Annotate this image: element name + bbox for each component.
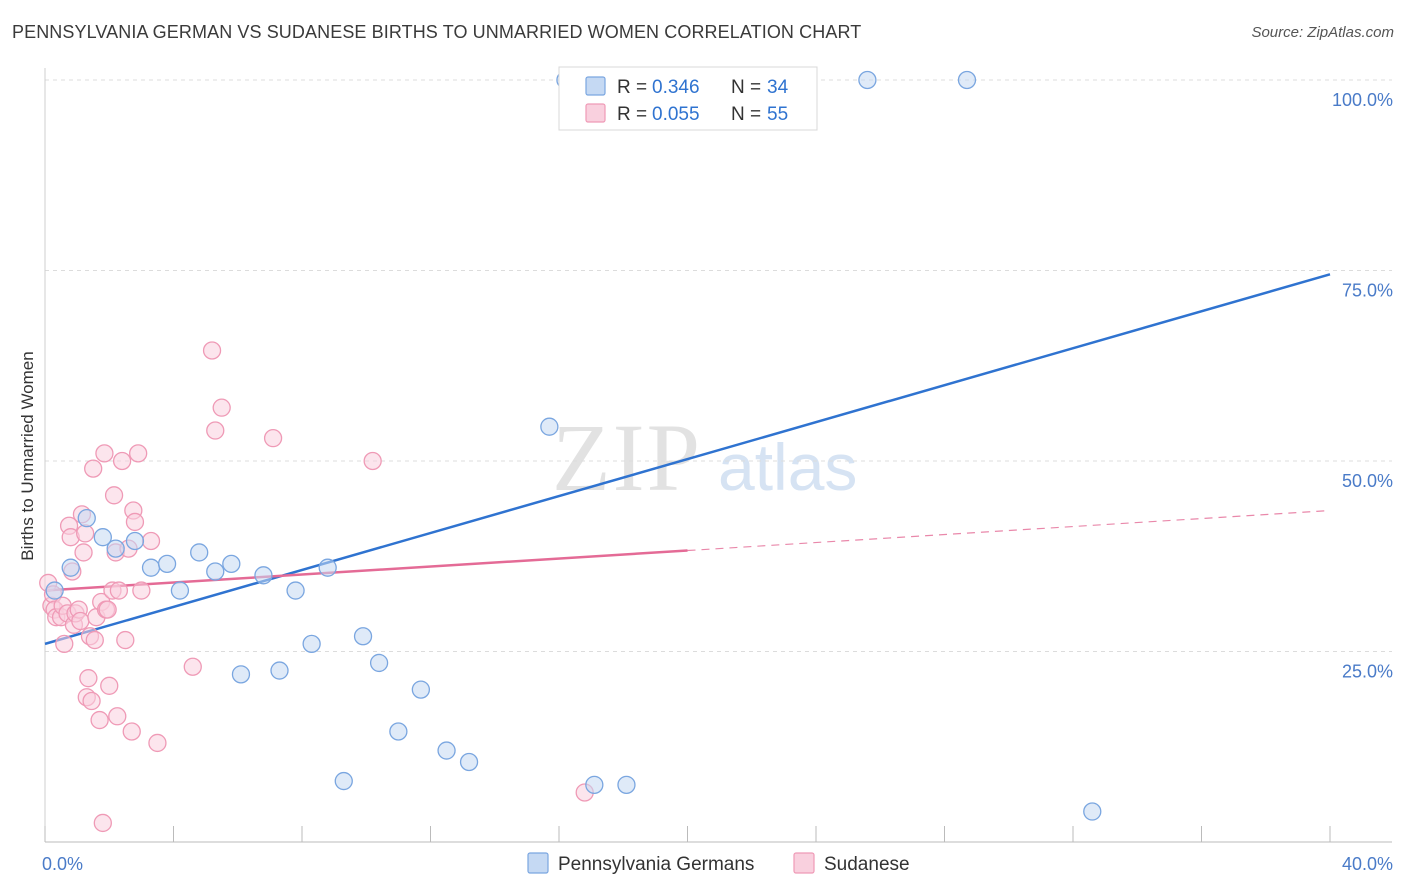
pennsylvania-german-point: [231, 665, 251, 684]
sudanese-point: [206, 421, 225, 440]
pennsylvania-german-point: [141, 558, 161, 577]
sudanese-point: [363, 451, 382, 471]
sudanese-point: [263, 428, 283, 448]
sudanese-point: [82, 691, 101, 711]
watermark-zip: ZIP: [552, 404, 702, 511]
axes: [44, 68, 1392, 843]
pennsylvania-german-point: [93, 528, 112, 547]
pennsylvania-german-point: [61, 558, 80, 577]
legend-n-label: N =: [731, 104, 761, 125]
legend-n-value: 55: [767, 104, 788, 125]
x-tick-label: 0.0%: [42, 854, 83, 874]
pennsylvania-german-point: [222, 554, 241, 574]
y-tick-label: 50.0%: [1342, 471, 1393, 491]
sudanese-point: [183, 657, 202, 676]
sudanese-point: [98, 600, 117, 619]
pennsylvania-german-point: [125, 531, 145, 551]
legend-n-value: 34: [767, 77, 789, 98]
sudanese-point: [132, 581, 151, 600]
x-tick-label: 40.0%: [1342, 854, 1393, 874]
pennsylvania-german-point: [334, 771, 353, 791]
pennsylvania-german-point: [459, 752, 479, 772]
legend-r-value: 0.055: [652, 104, 700, 125]
legend-swatch: [585, 103, 606, 123]
sudanese-point: [85, 630, 104, 650]
sudanese-point: [90, 710, 109, 730]
watermark-atlas: atlas: [718, 430, 857, 504]
pennsylvania-german-point: [77, 509, 96, 528]
sudanese-point: [100, 676, 119, 695]
pennsylvania-german-point: [369, 653, 389, 673]
legend-r-label: R =: [617, 104, 647, 125]
bottom-legend-swatch: [793, 852, 815, 874]
legend-n-label: N =: [731, 77, 761, 98]
pennsylvania-german-point: [585, 775, 604, 794]
legend-r-label: R =: [617, 77, 647, 98]
pennsylvania-german-point: [157, 554, 177, 574]
pennsylvania-german-point: [540, 417, 559, 436]
sudanese-point: [212, 398, 231, 417]
sudanese-point: [84, 459, 103, 478]
correlation-legend: R = 0.346 N = 34 R = 0.055 N = 55: [558, 66, 818, 131]
sudanese-point: [141, 531, 161, 551]
pennsylvania-german-point: [437, 741, 456, 760]
pennsylvania-german-point: [270, 661, 289, 680]
sudanese-point: [93, 813, 112, 833]
trend-line-pennsylvania-germans: [44, 273, 1331, 646]
sudanese-point: [109, 581, 129, 600]
pennsylvania-german-point: [318, 558, 337, 577]
trend-line-sudanese: [44, 549, 688, 592]
sudanese-point: [148, 733, 167, 753]
pennsylvania-german-point: [353, 627, 373, 646]
trend-lines: [44, 273, 1331, 646]
sudanese-point: [79, 669, 98, 688]
pennsylvania-german-point: [254, 566, 273, 585]
sudanese-point: [104, 486, 124, 505]
chart-source: Source: ZipAtlas.com: [1251, 24, 1394, 41]
sudanese-point: [129, 444, 148, 463]
pennsylvania-german-point: [389, 722, 408, 741]
sudanese-point: [71, 611, 90, 631]
chart-title: PENNSYLVANIA GERMAN VS SUDANESE BIRTHS T…: [12, 22, 862, 42]
legend-swatch: [585, 76, 606, 96]
legend-label-sudanese: Sudanese: [824, 854, 910, 875]
pennsylvania-german-point: [286, 581, 305, 600]
tick-labels: 100.0% 75.0% 50.0% 25.0% 0.0% 40.0%: [42, 90, 1393, 874]
pennsylvania-german-point: [1083, 802, 1102, 821]
sudanese-point: [74, 543, 93, 562]
series-legend: Pennsylvania Germans Sudanese: [527, 852, 910, 875]
data-points: [39, 70, 1102, 833]
watermark: ZIP atlas: [552, 404, 857, 511]
y-tick-label: 25.0%: [1342, 662, 1393, 682]
pennsylvania-german-point: [957, 70, 977, 90]
legend-label-pennsylvania-germans: Pennsylvania Germans: [558, 854, 754, 875]
pennsylvania-german-point: [206, 562, 225, 581]
legend-r-value: 0.346: [652, 77, 700, 98]
sudanese-point: [112, 451, 132, 471]
pennsylvania-german-point: [411, 680, 431, 699]
pennsylvania-german-point: [302, 634, 321, 654]
sudanese-point: [95, 444, 114, 463]
bottom-legend-swatch: [527, 852, 549, 874]
trend-line-extension-sudanese: [687, 509, 1331, 552]
pennsylvania-german-point: [106, 539, 125, 558]
sudanese-point: [125, 512, 145, 532]
sudanese-point: [116, 630, 135, 650]
pennsylvania-german-point: [858, 70, 877, 90]
pennsylvania-german-point: [617, 775, 636, 794]
sudanese-point: [108, 707, 127, 726]
y-tick-label: 75.0%: [1342, 281, 1393, 301]
sudanese-point: [55, 634, 74, 654]
sudanese-point: [122, 722, 141, 741]
gridlines: [45, 79, 1392, 652]
y-tick-label: 100.0%: [1332, 90, 1393, 110]
pennsylvania-german-point: [45, 581, 64, 600]
sudanese-point: [76, 524, 95, 543]
pennsylvania-german-point: [190, 543, 209, 562]
pennsylvania-german-point: [170, 581, 190, 600]
sudanese-point: [202, 341, 222, 360]
